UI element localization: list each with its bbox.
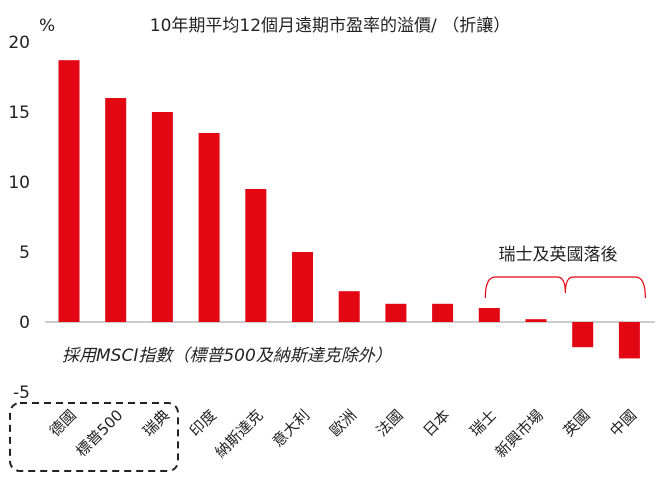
bracket-label: 瑞士及英國落後 (499, 245, 618, 265)
bar (385, 303, 407, 322)
category-label: 法國 (373, 406, 407, 440)
bar (432, 303, 454, 322)
y-tick-label: 20 (8, 33, 30, 53)
category-label: 中國 (606, 406, 640, 440)
bar (198, 133, 220, 322)
bar (292, 252, 313, 322)
bar (58, 60, 80, 322)
y-tick-label: 0 (19, 313, 30, 333)
chart-title: 10年期平均12個月遠期市盈率的溢價/ （折讓） (150, 15, 510, 36)
category-label: 歐洲 (326, 406, 360, 440)
y-tick-label: 15 (8, 103, 30, 123)
category-label: 德國 (46, 406, 80, 440)
bar (338, 291, 360, 322)
category-label: 新興市場 (492, 406, 547, 461)
category-label: 日本 (419, 406, 453, 440)
bar-series (58, 60, 640, 359)
category-label: 印度 (186, 406, 220, 440)
chart-note: 採用MSCI指數（標普500及納斯達克除外） (62, 346, 392, 366)
y-unit-label: % (39, 16, 55, 36)
bar (245, 189, 267, 322)
category-label: 英國 (560, 406, 594, 440)
category-label: 納斯達克 (211, 406, 266, 461)
y-tick-label: -5 (13, 383, 30, 403)
bar (618, 322, 640, 359)
bar (105, 98, 127, 322)
bar (478, 308, 500, 322)
bar (525, 319, 547, 322)
bar (151, 112, 173, 322)
bar (572, 322, 594, 348)
annotation-bracket (484, 276, 646, 299)
y-axis-ticks: 20 15 10 5 0 -5 (8, 33, 30, 403)
y-tick-label: 10 (8, 173, 30, 193)
category-label: 標普500 (72, 406, 126, 460)
category-label: 瑞士 (466, 406, 500, 440)
category-label: 瑞典 (139, 406, 173, 440)
category-label: 意大利 (269, 406, 314, 451)
y-tick-label: 5 (19, 243, 30, 263)
highlight-box (9, 402, 179, 472)
